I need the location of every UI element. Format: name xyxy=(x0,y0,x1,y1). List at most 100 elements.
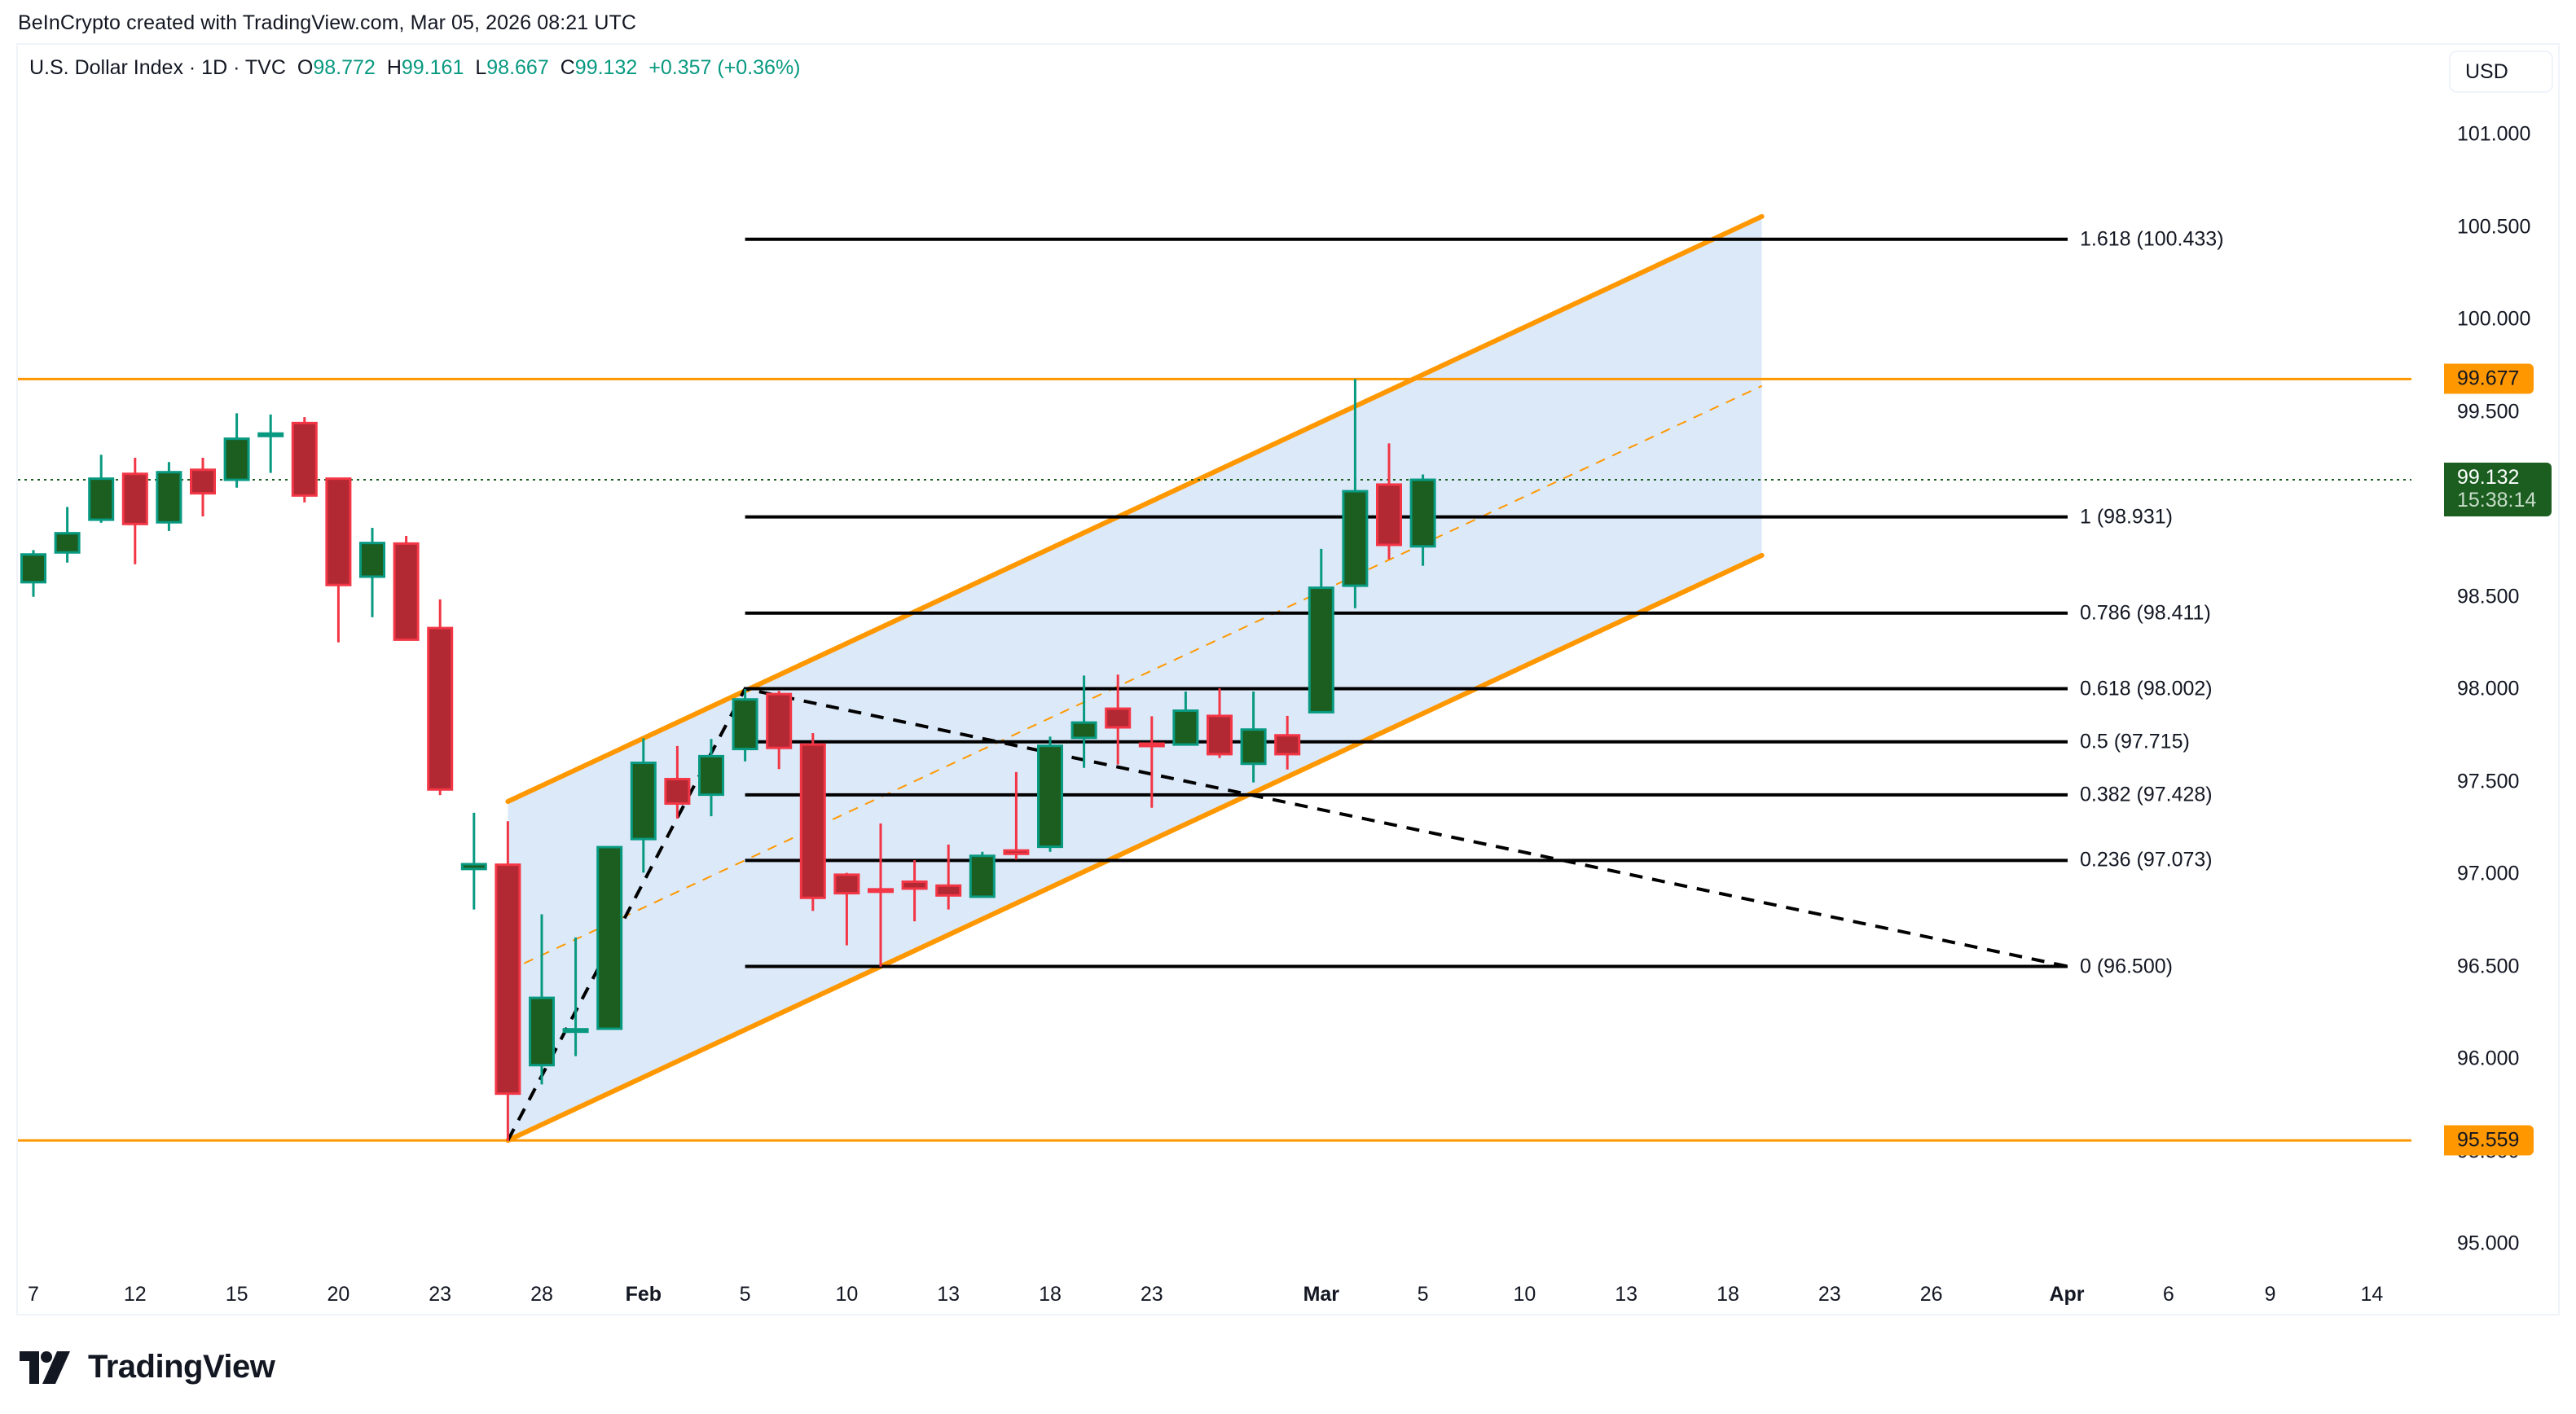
last-price-tag: 99.132 15:38:14 xyxy=(2444,463,2552,517)
candle xyxy=(833,872,860,946)
candle-body xyxy=(156,471,182,524)
candle-body xyxy=(427,626,454,791)
candle xyxy=(732,689,758,762)
high-label: H xyxy=(386,56,402,79)
time-axis-label: Apr xyxy=(2049,1283,2085,1306)
horizontal-levels[interactable] xyxy=(18,377,2411,1142)
candle-body xyxy=(1003,849,1030,855)
candle xyxy=(291,417,318,503)
candle-body xyxy=(1274,734,1301,756)
candle-body xyxy=(1409,478,1436,548)
price-axis-label: 99.500 xyxy=(2457,400,2520,423)
candle xyxy=(630,738,657,873)
candle-body xyxy=(325,477,352,586)
symbol-title[interactable]: U.S. Dollar Index · 1D · TVC xyxy=(29,56,286,79)
resistance-price-tag: 99.677 xyxy=(2444,363,2534,394)
support-price-tag: 95.559 xyxy=(2444,1125,2534,1156)
candle xyxy=(529,914,555,1085)
candle-body xyxy=(393,542,420,641)
candle-body xyxy=(1105,707,1132,729)
candle xyxy=(393,536,420,641)
candle-body xyxy=(1240,728,1267,766)
time-axis-label: Feb xyxy=(625,1283,662,1306)
price-axis-label: 98.000 xyxy=(2457,677,2520,700)
candle xyxy=(562,937,589,1056)
candle-body xyxy=(190,468,216,495)
time-axis-label: 5 xyxy=(1417,1283,1429,1306)
time-axis-label: 20 xyxy=(327,1283,350,1306)
candle xyxy=(935,844,962,910)
time-axis-label: 13 xyxy=(1615,1283,1638,1306)
candle xyxy=(664,745,691,819)
candles xyxy=(20,379,1436,1141)
candle xyxy=(20,550,46,597)
candle-body xyxy=(1308,586,1334,714)
trend-dashed-line xyxy=(506,687,2068,1142)
candle xyxy=(1070,675,1097,768)
candle xyxy=(223,413,250,488)
candle-body xyxy=(562,1028,589,1034)
candle-body xyxy=(799,743,826,899)
candle xyxy=(596,845,623,1030)
fib-level-label: 0.5 (97.715) xyxy=(2080,730,2190,753)
candle xyxy=(121,458,148,564)
candle-body xyxy=(1342,490,1369,587)
candle-body xyxy=(1037,744,1063,849)
candle-body xyxy=(257,432,284,437)
candle xyxy=(1003,771,1030,860)
candle xyxy=(460,812,487,910)
price-axis-label: 96.500 xyxy=(2457,955,2520,977)
parallel-channel[interactable] xyxy=(505,213,1765,1144)
candle-body xyxy=(54,532,81,554)
fib-level-label: 0.236 (97.073) xyxy=(2080,848,2213,872)
candle xyxy=(868,823,894,967)
time-axis-label: 10 xyxy=(835,1283,859,1306)
time-axis-label: Mar xyxy=(1303,1283,1340,1306)
candle-body xyxy=(1207,714,1233,756)
candle xyxy=(54,507,81,563)
time-axis-label: 14 xyxy=(2360,1283,2384,1306)
candle-body xyxy=(596,845,623,1030)
low-value: 98.667 xyxy=(486,56,549,79)
price-axis-label: 100.000 xyxy=(2457,307,2531,331)
time-axis-label: 7 xyxy=(28,1283,39,1306)
candle-body xyxy=(121,472,148,525)
channel-fill xyxy=(508,216,1762,1141)
fib-level-label: 0.786 (98.411) xyxy=(2080,601,2211,625)
symbol-legend: U.S. Dollar Index · 1D · TVC O 98.772 H … xyxy=(29,56,801,80)
channel-median-line xyxy=(507,384,1763,972)
open-value: 98.772 xyxy=(313,56,376,79)
channel-upper-line xyxy=(505,213,1765,805)
price-axis-label: 96.000 xyxy=(2457,1047,2520,1070)
candle-body xyxy=(664,778,691,806)
candle xyxy=(257,414,284,473)
candle xyxy=(766,691,793,770)
candle xyxy=(1207,688,1233,758)
candle xyxy=(1376,443,1402,560)
price-axis-label: 95.000 xyxy=(2457,1232,2520,1255)
price-axis-label: 97.500 xyxy=(2457,770,2520,793)
candle-body xyxy=(359,542,385,578)
price-axis-label: 97.000 xyxy=(2457,862,2520,885)
currency-button[interactable]: USD xyxy=(2449,50,2553,93)
candle-body xyxy=(1172,709,1199,746)
time-axis-label: 18 xyxy=(1039,1283,1062,1306)
fib-retracement[interactable] xyxy=(745,237,2068,968)
tradingview-logo[interactable]: TradingView xyxy=(20,1349,275,1385)
close-value: 99.132 xyxy=(574,56,638,79)
candle xyxy=(1342,379,1369,608)
candle-body xyxy=(1376,483,1402,547)
time-axis-label: 6 xyxy=(2162,1283,2174,1306)
time-axis-label: 12 xyxy=(123,1283,147,1306)
tradingview-logo-icon xyxy=(20,1350,70,1384)
time-axis-label: 10 xyxy=(1513,1283,1536,1306)
fib-level-label: 1 (98.931) xyxy=(2080,505,2173,529)
high-value: 99.161 xyxy=(401,56,464,79)
trend-path[interactable] xyxy=(506,687,2068,1142)
close-label: C xyxy=(560,56,575,79)
candle-body xyxy=(833,873,860,895)
time-axis-label: 18 xyxy=(1717,1283,1739,1306)
candle xyxy=(969,851,996,898)
candle xyxy=(88,455,115,523)
